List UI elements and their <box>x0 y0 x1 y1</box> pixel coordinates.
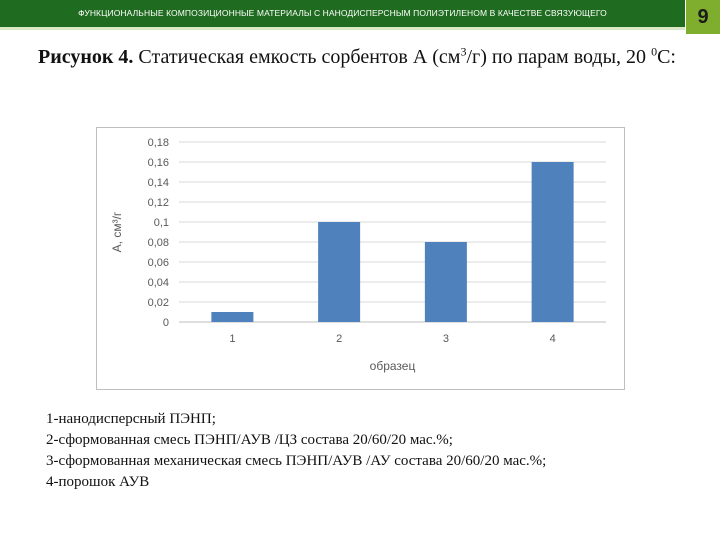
x-tick-label: 1 <box>229 333 235 345</box>
legend-line-2: 2-сформованная смесь ПЭНП/АУВ /ЦЗ состав… <box>46 432 453 448</box>
sample-legend: 1-нанодисперсный ПЭНП; 2-сформованная см… <box>46 409 686 493</box>
y-tick-label: 0,16 <box>148 157 169 169</box>
bar-2 <box>318 222 361 322</box>
bar-chart: 0 0,02 0,04 0,06 0,08 0,1 0,12 0,14 0,16 0,18 1 2 3 4… <box>110 137 606 373</box>
caption-text-1: Статическая емкость сорбентов А (см <box>133 46 461 68</box>
page-number: 9 <box>697 6 709 28</box>
y-tick-label: 0,14 <box>148 177 169 189</box>
x-tick-label: 2 <box>336 333 342 345</box>
legend-line-3: 3-сформованная механическая смесь ПЭНП/А… <box>46 453 547 469</box>
caption-text-3: С: <box>657 46 676 68</box>
figure-label: Рисунок 4. <box>38 46 134 68</box>
caption-sup-2: 0 <box>651 44 658 59</box>
x-tick-label: 4 <box>550 333 556 345</box>
y-tick-label: 0 <box>163 317 169 329</box>
y-tick-label: 0,08 <box>148 237 169 249</box>
y-tick-label: 0,02 <box>148 297 169 309</box>
figure-caption: Рисунок 4. Статическая емкость сорбентов… <box>38 43 678 71</box>
page-number-badge <box>686 0 720 34</box>
bar-1 <box>211 312 254 322</box>
y-axis-label: А, см³/г <box>110 211 124 252</box>
header-bar <box>0 0 685 27</box>
x-tick-label: 3 <box>443 333 449 345</box>
bar-4 <box>531 162 574 322</box>
header-stripe <box>0 27 685 30</box>
x-axis-label: образец <box>370 359 416 373</box>
y-tick-label: 0,04 <box>148 277 169 289</box>
y-tick-label: 0,12 <box>148 197 169 209</box>
header-title: ФУНКЦИОНАЛЬНЫЕ КОМПОЗИЦИОННЫЕ МАТЕРИАЛЫ … <box>78 8 607 18</box>
y-tick-label: 0,18 <box>148 137 169 149</box>
caption-text-2: /г) по парам воды, 20 <box>466 46 652 68</box>
bar-3 <box>424 242 467 322</box>
legend-line-1: 1-нанодисперсный ПЭНП; <box>46 411 216 427</box>
chart-frame: 0 0,02 0,04 0,06 0,08 0,1 0,12 0,14 0,16 0,18 1 2 3 4… <box>96 127 625 390</box>
caption-sup-1: 3 <box>460 44 467 59</box>
legend-line-4: 4-порошок АУВ <box>46 474 150 490</box>
y-tick-label: 0,06 <box>148 257 169 269</box>
y-tick-label: 0,1 <box>154 217 169 229</box>
